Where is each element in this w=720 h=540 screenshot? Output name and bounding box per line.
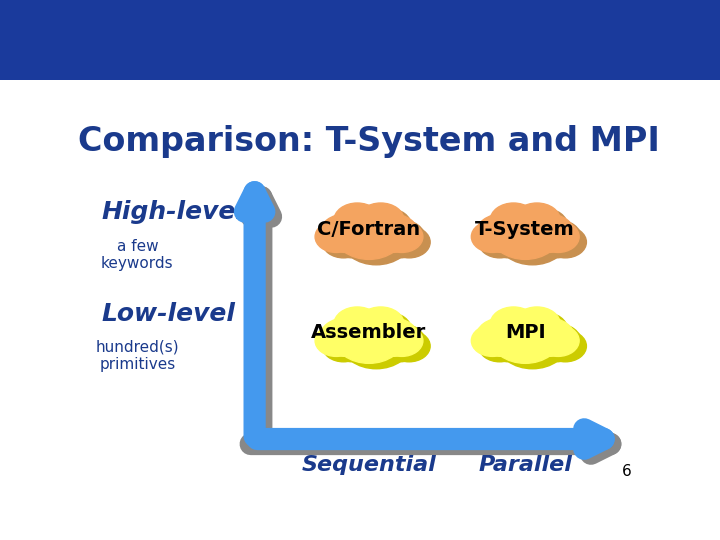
Circle shape [483,219,535,258]
Circle shape [544,330,586,362]
Circle shape [315,221,357,253]
Circle shape [479,330,521,362]
Text: MPI: MPI [505,323,546,342]
Circle shape [327,323,379,362]
Circle shape [334,207,404,259]
Circle shape [490,203,537,238]
Text: High-level: High-level [101,200,244,225]
Circle shape [381,221,423,253]
Ellipse shape [7,4,76,76]
Circle shape [537,325,579,356]
Circle shape [498,312,544,347]
Circle shape [366,214,418,252]
Text: Open TS: an advanced tool for parallel and distributed computing.: Open TS: an advanced tool for parallel a… [176,87,698,102]
Circle shape [334,203,381,238]
Circle shape [521,208,567,244]
Ellipse shape [32,44,50,55]
Circle shape [544,226,586,258]
Text: Sequential: Sequential [302,455,436,475]
Circle shape [364,312,411,347]
Circle shape [472,325,513,356]
Polygon shape [23,16,60,64]
Text: Assembler: Assembler [311,323,427,342]
Circle shape [334,307,381,342]
Circle shape [374,323,426,362]
Circle shape [37,36,45,44]
Circle shape [521,312,567,347]
Circle shape [483,323,535,362]
Circle shape [530,219,582,258]
Circle shape [381,325,423,356]
Circle shape [320,214,372,252]
Text: Parallel: Parallel [478,455,572,475]
Ellipse shape [27,31,37,49]
Circle shape [523,214,575,252]
Circle shape [341,212,411,265]
Circle shape [374,219,426,258]
Circle shape [320,318,372,356]
Circle shape [357,307,404,342]
Text: hundred(s)
primitives: hundred(s) primitives [96,340,179,372]
Ellipse shape [45,31,56,49]
Circle shape [476,214,528,252]
Circle shape [334,311,404,363]
Circle shape [490,311,560,363]
Text: T-System: T-System [475,220,575,239]
Circle shape [472,221,513,253]
Circle shape [341,208,388,244]
Circle shape [388,226,430,258]
Circle shape [323,330,364,362]
Circle shape [523,318,575,356]
Circle shape [498,208,544,244]
Circle shape [498,316,567,369]
Circle shape [327,219,379,258]
Circle shape [357,203,404,238]
Text: C/Fortran: C/Fortran [318,220,420,239]
Circle shape [476,318,528,356]
Circle shape [513,307,560,342]
Circle shape [341,312,388,347]
Circle shape [498,212,567,265]
Circle shape [388,330,430,362]
Ellipse shape [32,25,50,36]
Circle shape [323,226,364,258]
Text: 6: 6 [621,463,631,478]
Ellipse shape [13,10,70,70]
Circle shape [490,307,537,342]
Text: a few
keywords: a few keywords [101,239,174,271]
Circle shape [490,207,560,259]
Circle shape [341,316,411,369]
Circle shape [315,325,357,356]
Circle shape [364,208,411,244]
Text: Comparison: T-System and MPI: Comparison: T-System and MPI [78,125,660,158]
Text: Low-level: Low-level [101,302,235,326]
Circle shape [530,323,582,362]
Circle shape [513,203,560,238]
Circle shape [479,226,521,258]
Circle shape [366,318,418,356]
Circle shape [537,221,579,253]
